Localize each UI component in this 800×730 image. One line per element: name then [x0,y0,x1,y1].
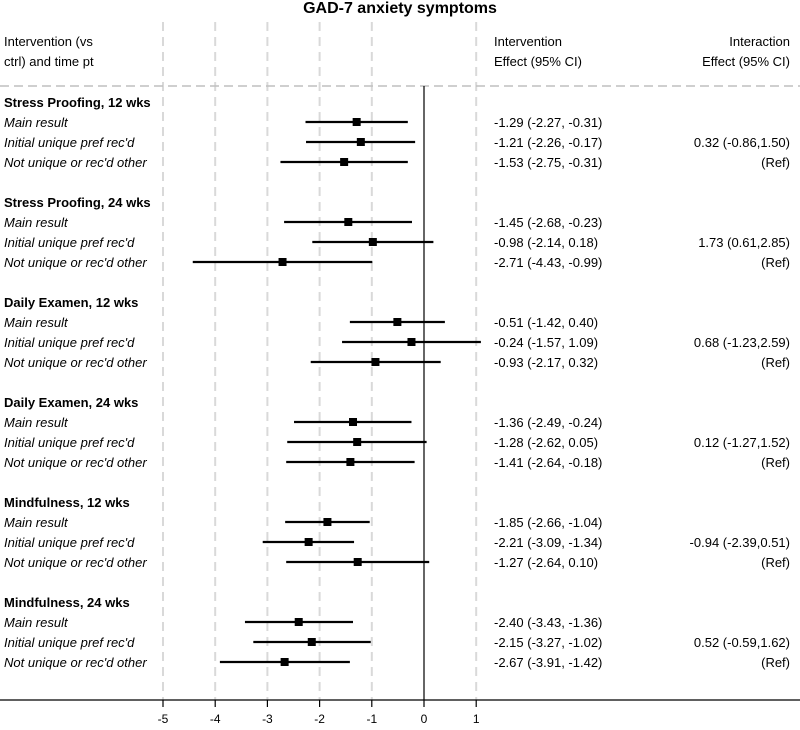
interaction-value: (Ref) [761,255,790,270]
effect-value: -2.67 (-3.91, -1.42) [494,655,602,670]
point-estimate [407,338,416,346]
point-estimate [368,238,377,246]
point-estimate [371,358,380,366]
row-label: Initial unique pref rec'd [4,635,135,650]
point-estimate [346,458,355,466]
header-col1-line2: ctrl) and time pt [4,54,94,69]
interaction-value: 0.68 (-1.23,2.59) [694,335,790,350]
row-label: Not unique or rec'd other [4,155,147,170]
forest-rows: Stress Proofing, 12 wks Main result -1.29 … [4,95,790,670]
row-label: Not unique or rec'd other [4,355,147,370]
group-label: Mindfulness, 12 wks [4,495,130,510]
x-tick-label: -2 [314,712,325,726]
effect-value: -1.53 (-2.75, -0.31) [494,155,602,170]
chart-title: GAD-7 anxiety symptoms [303,0,497,17]
header-col1-line1: Intervention (vs [4,34,93,49]
interaction-value: 0.32 (-0.86,1.50) [694,135,790,150]
group-label: Stress Proofing, 24 wks [4,195,151,210]
effect-value: -1.45 (-2.68, -0.23) [494,215,602,230]
effect-value: -1.36 (-2.49, -0.24) [494,415,602,430]
interaction-value: (Ref) [761,655,790,670]
interaction-value: (Ref) [761,455,790,470]
effect-value: -1.85 (-2.66, -1.04) [494,515,602,530]
header-col2-line2: Effect (95% CI) [494,54,582,69]
row-label: Initial unique pref rec'd [4,435,135,450]
interaction-value: (Ref) [761,555,790,570]
row-label: Main result [4,115,69,130]
interaction-value: 1.73 (0.61,2.85) [698,235,790,250]
interaction-value: 0.52 (-0.59,1.62) [694,635,790,650]
row-label: Not unique or rec'd other [4,255,147,270]
effect-value: -2.71 (-4.43, -0.99) [494,255,602,270]
x-tick-label: -4 [210,712,221,726]
interaction-value: (Ref) [761,355,790,370]
effect-value: -0.24 (-1.57, 1.09) [494,335,598,350]
interaction-value: -0.94 (-2.39,0.51) [690,535,790,550]
effect-value: -1.27 (-2.64, 0.10) [494,555,598,570]
x-tick-label: -3 [262,712,273,726]
row-label: Not unique or rec'd other [4,655,147,670]
x-tick-label: 1 [473,712,480,726]
interaction-value: 0.12 (-1.27,1.52) [694,435,790,450]
effect-value: -1.29 (-2.27, -0.31) [494,115,602,130]
point-estimate [393,318,402,326]
x-tick-label: -1 [366,712,377,726]
point-estimate [307,638,316,646]
x-tick-label: 0 [421,712,428,726]
group-label: Daily Examen, 12 wks [4,295,138,310]
effect-value: -2.15 (-3.27, -1.02) [494,635,602,650]
effect-value: -0.93 (-2.17, 0.32) [494,355,598,370]
effect-value: -1.21 (-2.26, -0.17) [494,135,602,150]
row-label: Initial unique pref rec'd [4,135,135,150]
effect-value: -2.40 (-3.43, -1.36) [494,615,602,630]
row-label: Main result [4,215,69,230]
header-col3-line2: Effect (95% CI) [702,54,790,69]
effect-value: -1.41 (-2.64, -0.18) [494,455,602,470]
point-estimate [340,158,349,166]
row-label: Initial unique pref rec'd [4,535,135,550]
effect-value: -1.28 (-2.62, 0.05) [494,435,598,450]
point-estimate [278,258,287,266]
row-label: Main result [4,415,69,430]
effect-value: -2.21 (-3.09, -1.34) [494,535,602,550]
point-estimate [323,518,332,526]
group-label: Stress Proofing, 12 wks [4,95,151,110]
point-estimate [353,438,362,446]
header-col3-line1: Interaction [729,34,790,49]
point-estimate [304,538,313,546]
point-estimate [356,138,365,146]
row-label: Not unique or rec'd other [4,455,147,470]
interaction-value: (Ref) [761,155,790,170]
point-estimate [349,418,358,426]
row-label: Initial unique pref rec'd [4,335,135,350]
point-estimate [353,558,362,566]
x-axis: -5 -4 -3 -2 -1 0 1 [0,699,800,726]
x-tick-label: -5 [158,712,169,726]
row-label: Main result [4,315,69,330]
point-estimate [344,218,353,226]
row-label: Main result [4,515,69,530]
header-col2-line1: Intervention [494,34,562,49]
effect-value: -0.98 (-2.14, 0.18) [494,235,598,250]
row-label: Main result [4,615,69,630]
group-label: Mindfulness, 24 wks [4,595,130,610]
effect-value: -0.51 (-1.42, 0.40) [494,315,598,330]
group-label: Daily Examen, 24 wks [4,395,138,410]
point-estimate [280,658,289,666]
row-label: Initial unique pref rec'd [4,235,135,250]
point-estimate [352,118,361,126]
row-label: Not unique or rec'd other [4,555,147,570]
point-estimate [294,618,303,626]
